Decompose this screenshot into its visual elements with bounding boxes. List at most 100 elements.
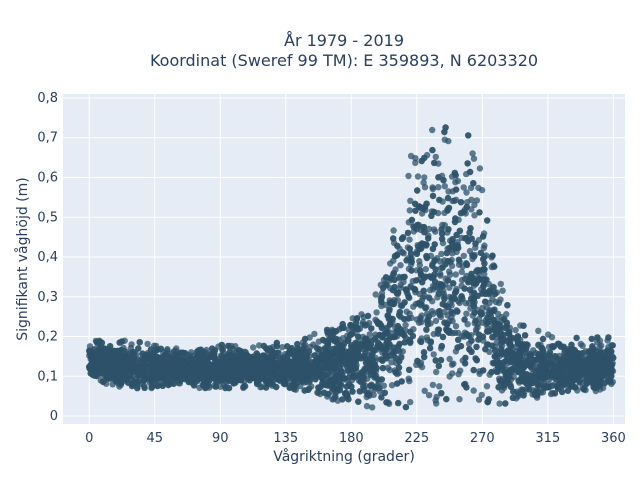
data-point bbox=[472, 318, 478, 324]
data-point bbox=[429, 298, 435, 304]
data-point bbox=[450, 280, 456, 286]
data-point bbox=[455, 337, 461, 343]
data-point bbox=[141, 377, 147, 383]
data-point bbox=[488, 369, 494, 375]
data-point bbox=[443, 396, 449, 402]
data-point bbox=[465, 132, 471, 138]
data-point bbox=[418, 339, 424, 345]
data-point bbox=[188, 349, 194, 355]
data-point bbox=[301, 387, 307, 393]
data-point bbox=[384, 338, 390, 344]
data-point bbox=[300, 377, 306, 383]
data-point bbox=[240, 384, 246, 390]
data-point bbox=[520, 392, 526, 398]
data-point bbox=[484, 319, 490, 325]
data-point bbox=[390, 227, 396, 233]
data-point bbox=[436, 197, 442, 203]
data-point bbox=[498, 281, 504, 287]
data-point bbox=[395, 400, 401, 406]
data-point bbox=[330, 328, 336, 334]
data-point bbox=[480, 333, 486, 339]
data-point bbox=[430, 382, 436, 388]
data-point bbox=[515, 333, 521, 339]
data-point bbox=[440, 301, 446, 307]
data-point bbox=[401, 332, 407, 338]
data-point bbox=[464, 160, 470, 166]
data-point bbox=[107, 343, 113, 349]
data-point bbox=[452, 215, 458, 221]
data-point bbox=[365, 313, 371, 319]
data-point bbox=[565, 388, 571, 394]
data-point bbox=[458, 294, 464, 300]
data-point bbox=[484, 328, 490, 334]
data-point bbox=[338, 381, 344, 387]
data-point bbox=[477, 165, 483, 171]
data-point bbox=[166, 371, 172, 377]
data-point bbox=[410, 333, 416, 339]
data-point bbox=[494, 327, 500, 333]
data-point bbox=[413, 277, 419, 283]
data-point bbox=[446, 373, 452, 379]
data-point bbox=[347, 332, 353, 338]
data-point bbox=[481, 266, 487, 272]
data-point bbox=[360, 383, 366, 389]
data-point bbox=[605, 334, 611, 340]
data-point bbox=[355, 399, 361, 405]
data-point bbox=[479, 187, 485, 193]
data-point bbox=[300, 346, 306, 352]
data-point bbox=[476, 397, 482, 403]
data-point bbox=[267, 379, 273, 385]
data-point bbox=[496, 300, 502, 306]
data-point bbox=[395, 290, 401, 296]
data-point bbox=[378, 356, 384, 362]
data-point bbox=[423, 253, 429, 259]
data-point bbox=[510, 389, 516, 395]
data-point bbox=[445, 226, 451, 232]
data-point bbox=[512, 327, 518, 333]
data-point bbox=[584, 380, 590, 386]
data-point bbox=[396, 341, 402, 347]
data-point bbox=[225, 376, 231, 382]
data-point bbox=[461, 285, 467, 291]
data-point bbox=[407, 207, 413, 213]
data-point bbox=[581, 386, 587, 392]
data-point bbox=[484, 217, 490, 223]
data-point bbox=[391, 284, 397, 290]
data-point bbox=[572, 384, 578, 390]
data-point bbox=[149, 384, 155, 390]
data-point bbox=[414, 358, 420, 364]
data-point bbox=[287, 385, 293, 391]
data-point bbox=[473, 344, 479, 350]
data-point bbox=[135, 345, 141, 351]
data-point bbox=[415, 173, 421, 179]
data-point bbox=[394, 251, 400, 257]
data-point bbox=[448, 309, 454, 315]
data-point bbox=[436, 363, 442, 369]
data-point bbox=[364, 391, 370, 397]
data-point bbox=[446, 356, 452, 362]
data-point bbox=[339, 396, 345, 402]
data-point bbox=[585, 374, 591, 380]
data-point bbox=[220, 357, 226, 363]
data-point bbox=[405, 173, 411, 179]
data-point bbox=[373, 291, 379, 297]
data-point bbox=[432, 241, 438, 247]
data-point bbox=[409, 217, 415, 223]
data-point bbox=[421, 349, 427, 355]
data-point bbox=[546, 352, 552, 358]
data-point bbox=[117, 354, 123, 360]
data-point bbox=[98, 344, 104, 350]
data-point bbox=[421, 224, 427, 230]
data-point bbox=[457, 368, 463, 374]
data-point bbox=[480, 367, 486, 373]
data-point bbox=[355, 355, 361, 361]
data-point bbox=[295, 345, 301, 351]
data-point bbox=[467, 169, 473, 175]
data-point bbox=[471, 387, 477, 393]
data-point bbox=[453, 271, 459, 277]
data-point bbox=[407, 399, 413, 405]
data-point bbox=[488, 314, 494, 320]
data-point bbox=[433, 318, 439, 324]
data-point bbox=[458, 343, 464, 349]
data-point bbox=[382, 331, 388, 337]
